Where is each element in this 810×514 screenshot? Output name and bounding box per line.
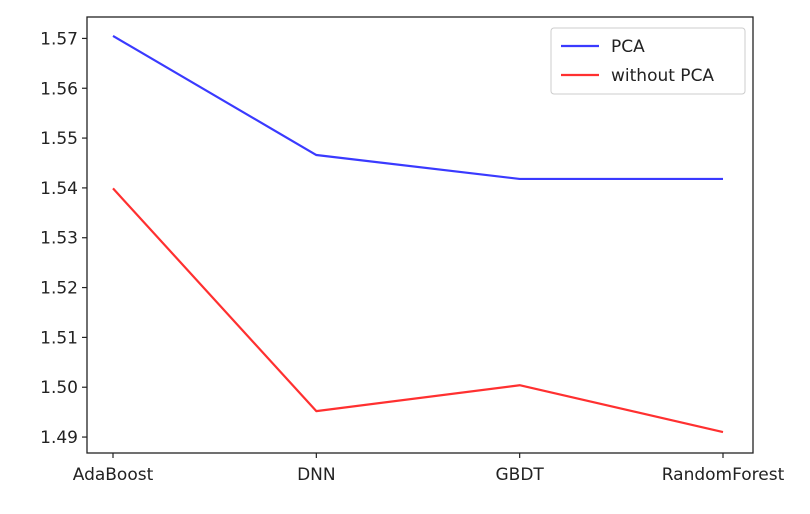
legend: PCA without PCA: [550, 27, 746, 95]
y-tick-label: 1.56: [40, 79, 78, 99]
y-tick-label: 1.50: [40, 378, 78, 398]
y-tick-label: 1.54: [40, 179, 78, 199]
legend-box: [550, 27, 746, 95]
series-layer: [112, 34, 724, 434]
y-tick-label: 1.49: [40, 428, 78, 448]
y-tick-label: 1.55: [40, 129, 78, 149]
legend-label-pca: PCA: [611, 37, 645, 57]
series-line-pca: [112, 34, 723, 181]
y-axis: 1.49 1.50 1.51 1.52 1.53 1.54 1.55 1.56 1.57: [40, 29, 87, 448]
legend-label-without-pca: without PCA: [611, 66, 714, 86]
y-tick-label: 1.57: [40, 29, 78, 49]
x-tick-label: GBDT: [496, 465, 545, 485]
y-tick-label: 1.51: [40, 328, 78, 348]
y-tick-label: 1.52: [40, 279, 78, 299]
x-tick-label: RandomForest: [662, 465, 785, 485]
series-line-without-pca: [112, 187, 724, 434]
x-tick-label: DNN: [297, 465, 336, 485]
x-axis: AdaBoost DNN GBDT RandomForest: [73, 453, 785, 485]
x-tick-label: AdaBoost: [73, 465, 154, 485]
y-tick-label: 1.53: [40, 229, 78, 249]
